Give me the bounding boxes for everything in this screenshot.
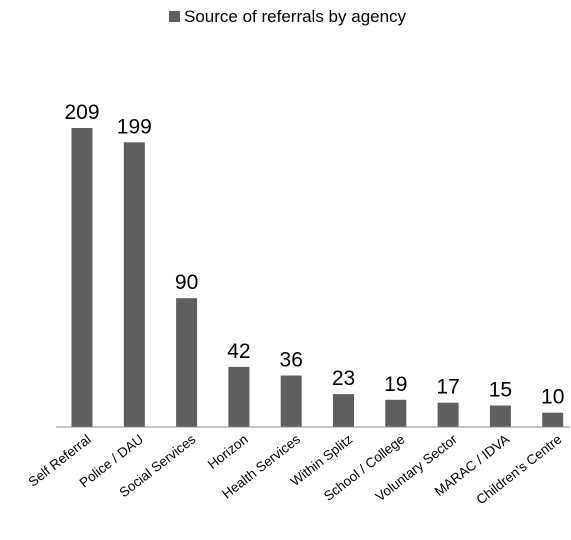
data-label-1: 199 bbox=[117, 115, 152, 138]
bar-9 bbox=[542, 412, 564, 427]
data-label-9: 10 bbox=[541, 386, 564, 409]
data-label-5: 23 bbox=[332, 367, 355, 390]
x-tick-label-3: Horizon bbox=[205, 432, 251, 472]
bar-7 bbox=[437, 402, 459, 427]
bar-2 bbox=[176, 298, 198, 427]
legend: Source of referrals by agency bbox=[169, 7, 407, 26]
data-label-4: 36 bbox=[280, 349, 303, 372]
bar-0 bbox=[71, 128, 93, 427]
data-label-7: 17 bbox=[436, 376, 459, 399]
data-label-0: 209 bbox=[64, 101, 99, 124]
bar-6 bbox=[385, 399, 407, 427]
data-labels: 209 199 90 42 36 23 19 17 15 10 bbox=[64, 101, 564, 409]
bar-8 bbox=[489, 405, 511, 427]
data-label-2: 90 bbox=[175, 271, 198, 294]
bars bbox=[71, 128, 564, 428]
data-label-3: 42 bbox=[227, 340, 250, 363]
bar-5 bbox=[333, 394, 354, 427]
bar-1 bbox=[123, 142, 145, 428]
data-label-6: 19 bbox=[384, 373, 407, 396]
legend-label: Source of referrals by agency bbox=[184, 7, 407, 26]
bar-4 bbox=[280, 375, 302, 427]
legend-swatch bbox=[169, 11, 180, 22]
bar-3 bbox=[228, 366, 250, 427]
data-label-8: 15 bbox=[489, 379, 512, 402]
